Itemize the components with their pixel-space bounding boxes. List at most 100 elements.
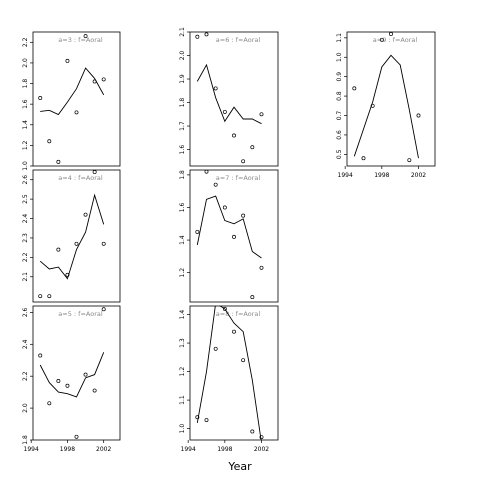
observed-point	[101, 241, 106, 246]
observed-point	[47, 139, 52, 144]
y-tick-label: 1.6	[22, 99, 29, 109]
observed-point	[195, 415, 200, 420]
observed-point	[92, 388, 97, 393]
y-tick-label: 1.8	[22, 435, 29, 445]
y-tick-label: 1.0	[179, 424, 186, 434]
observed-point	[65, 383, 70, 388]
y-tick-label: 2.0	[179, 51, 186, 61]
y-tick-label: 1.1	[336, 33, 343, 43]
y-tick-label: 2.2	[22, 252, 29, 262]
observed-point	[379, 37, 384, 42]
observed-point	[250, 429, 255, 434]
y-tick-label: 1.8	[22, 79, 29, 89]
y-tick-label: 2.3	[22, 233, 29, 243]
y-tick-label: 2.5	[22, 194, 29, 204]
panel-4: 2.1 2.2 2.3 2.4 2.5 2.6 a=4 : f=Aoral	[22, 169, 121, 303]
y-tick-label: 2.2	[22, 371, 29, 381]
panel-frame	[189, 305, 279, 441]
y-tick-label: 2.0	[22, 58, 29, 68]
observed-point	[74, 241, 79, 246]
observed-point	[213, 182, 218, 187]
observed-point	[204, 418, 209, 422]
x-tick-label: 1998	[217, 446, 232, 453]
panel-title: a=3 : f=Aoral	[58, 36, 103, 44]
y-tick-label: 1.0	[336, 52, 343, 62]
y-tick-label: 0.7	[336, 111, 343, 121]
y-tick-label: 1.2	[22, 140, 29, 150]
x-tick-label: 1998	[60, 446, 75, 453]
observed-point	[56, 159, 61, 164]
observed-point	[101, 307, 106, 312]
observed-point	[361, 156, 366, 161]
x-tick-label: 1994	[24, 446, 39, 453]
panel-frame	[346, 31, 436, 167]
panel-data	[195, 170, 264, 300]
y-tick-label: 2.4	[22, 339, 29, 349]
observed-point	[222, 109, 227, 114]
y-tick-label: 2.6	[22, 307, 29, 317]
observed-point	[241, 159, 246, 164]
y-tick-label: 0.5	[336, 149, 343, 159]
observed-point	[259, 112, 264, 117]
observed-point	[352, 86, 357, 91]
y-tick-label: 1.1	[179, 395, 186, 405]
x-tick-label: 1994	[181, 446, 196, 453]
x-tick-label: 1994	[338, 172, 353, 179]
panel-data	[38, 307, 106, 439]
y-tick-label: 2.0	[22, 403, 29, 413]
observed-point	[56, 247, 61, 252]
panel-frame	[189, 169, 279, 303]
panel-title: a=8 : f=Aoral	[216, 310, 261, 318]
observed-point	[101, 77, 106, 82]
observed-point	[92, 170, 97, 174]
observed-point	[389, 32, 393, 36]
observed-point	[204, 32, 209, 37]
panel-2: 1.6 1.7 1.8 1.9 2.0 2.1 a=6 : f=Aoral	[179, 27, 279, 167]
panel-frame	[32, 305, 121, 441]
observed-point	[47, 401, 52, 406]
y-tick-label: 2.1	[22, 272, 29, 282]
y-tick-label: 1.3	[179, 338, 186, 348]
observed-point	[65, 58, 70, 63]
panel-data	[195, 306, 264, 440]
observed-point	[47, 294, 52, 299]
panel-data	[38, 34, 106, 164]
observed-point	[232, 234, 236, 239]
y-tick-label: 2.6	[22, 175, 29, 185]
y-tick-label: 1.2	[179, 268, 186, 278]
observed-point	[250, 295, 255, 300]
observed-point	[38, 96, 43, 100]
observed-point	[213, 346, 218, 351]
panel-frame	[32, 31, 121, 167]
x-tick-label: 2002	[96, 446, 111, 453]
observed-point	[232, 133, 236, 138]
observed-point	[195, 34, 200, 39]
panel-title: a=6 : f=Aoral	[216, 36, 261, 44]
y-tick-label: 1.7	[179, 121, 186, 131]
observed-point	[259, 265, 264, 270]
observed-point	[222, 205, 227, 210]
observed-point	[407, 158, 412, 163]
panel-data	[195, 32, 264, 164]
y-tick-label: 1.0	[22, 161, 29, 171]
y-tick-label: 1.4	[179, 310, 186, 320]
observed-point	[399, 32, 401, 33]
y-tick-label: 1.2	[179, 367, 186, 377]
observed-point	[83, 34, 88, 39]
observed-point	[232, 329, 236, 334]
observed-point	[250, 145, 255, 150]
observed-point	[241, 213, 246, 218]
y-tick-label: 1.8	[179, 98, 186, 108]
panel-5: 1.2 1.4 1.6 1.8 a=7 : f=Aoral	[179, 169, 279, 303]
y-tick-label: 1.9	[179, 74, 186, 84]
y-tick-label: 2.4	[22, 214, 29, 224]
x-tick-label: 1998	[374, 172, 389, 179]
y-tick-label: 0.6	[336, 130, 343, 140]
observed-point	[83, 372, 88, 377]
panel-frame	[189, 31, 279, 167]
x-tick-label: 2002	[254, 446, 269, 453]
observed-point	[204, 170, 209, 174]
y-tick-label: 0.8	[336, 91, 343, 101]
y-tick-label: 1.4	[179, 235, 186, 245]
